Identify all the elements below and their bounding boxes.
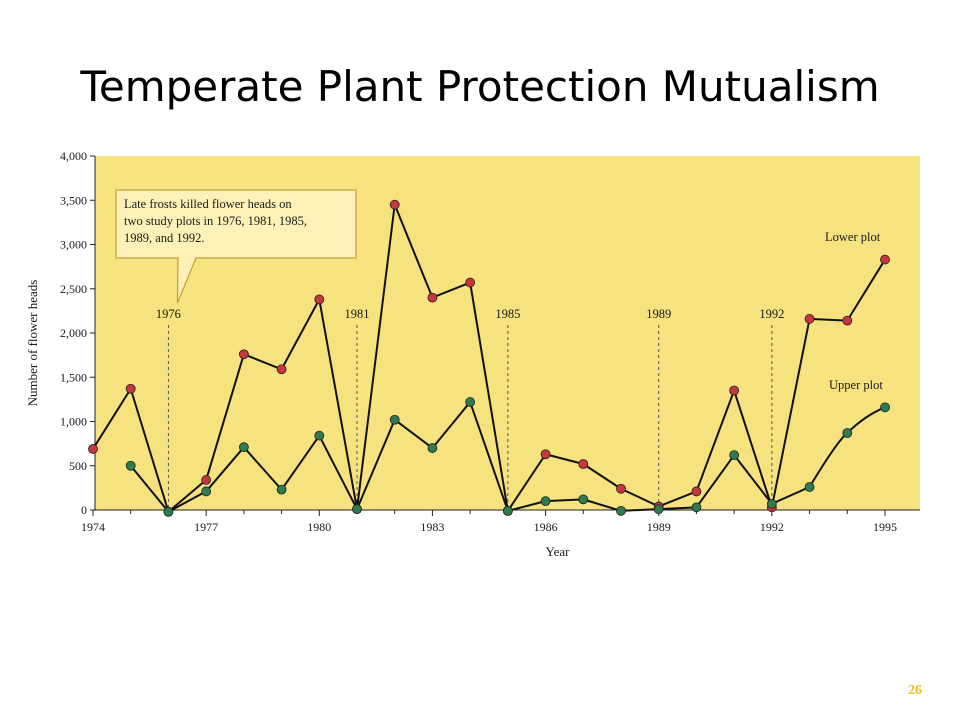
y-tick-label: 2,000 [60,326,87,340]
y-tick-label: 1,500 [60,370,87,384]
upper-plot-point [502,505,513,516]
frost-year-label: 1989 [646,307,671,321]
lower-plot-point [125,383,136,394]
x-tick-label: 1992 [760,520,784,534]
upper-plot-point [238,442,249,453]
lower-plot-point [804,313,815,324]
upper-plot-point [163,506,174,517]
upper-plot-point [125,460,136,471]
upper-plot-point [842,428,853,438]
upper-plot-point [352,504,362,515]
series-lines [92,203,886,513]
axes: 0 500 1,000 1,500 2,000 2,500 3,000 3,500 4,000 1… [25,149,920,559]
upper-plot-label: Upper plot [829,378,883,392]
callout-text-line: Late frosts killed flower heads on [124,197,292,211]
y-tick-label: 500 [69,459,87,473]
upper-plot-point [729,450,740,461]
y-tick-label: 2,500 [60,282,87,296]
lower-plot-point [314,294,325,305]
lower-plot-point [880,254,890,265]
y-tick-label: 3,500 [60,193,87,207]
x-tick-label: 1974 [81,520,105,534]
lower-plot-point [691,486,702,497]
lower-plot-point [88,444,98,454]
frost-year-label: 1992 [759,307,784,321]
frost-year-label: 1981 [345,307,370,321]
lower-plot-label: Lower plot [825,230,881,244]
frost-callout: Late frosts killed flower heads on two st… [115,189,357,304]
y-tick-label: 1,000 [60,415,87,429]
frost-year-markers: 1976 1981 1985 1989 1992 [156,307,784,510]
upper-plot-point [880,402,890,413]
lower-plot-point [276,364,287,375]
x-tick-label: 1995 [873,520,897,534]
x-axis-title: Year [546,544,571,559]
callout-text-line: two study plots in 1976, 1981, 1985, [124,214,307,228]
upper-plot-point [540,496,551,507]
series-labels: Lower plot Upper plot [825,230,883,392]
lower-plot-point [616,483,626,494]
x-tick-label: 1977 [194,520,218,534]
slide-title: Temperate Plant Protection Mutualism [80,62,880,111]
upper-plot-point [766,498,777,509]
lower-plot-point [238,349,249,360]
callout-pointer [176,257,197,304]
lower-plot-point [578,459,589,469]
lower-plot-point [729,385,740,396]
page-number: 26 [908,683,922,698]
lower-plot-point [842,315,853,326]
upper-plot-point [201,486,212,497]
upper-plot-line [129,401,886,513]
upper-plot-point [691,502,702,513]
x-tick-label: 1989 [647,520,671,534]
y-tick-label: 4,000 [60,149,87,163]
upper-plot-point [389,414,400,425]
x-tick-label: 1986 [534,520,558,534]
lower-plot-point [201,475,212,485]
upper-plot-point [465,397,476,407]
upper-plot-point [653,504,664,515]
lower-plot-line [92,203,886,513]
callout-text-line: 1989, and 1992. [124,231,205,245]
y-tick-label: 0 [81,503,87,517]
x-tick-label: 1983 [420,520,444,534]
upper-plot-point [616,505,626,516]
frost-year-label: 1985 [495,307,520,321]
series-points [88,199,890,517]
callout-box [115,189,357,259]
lower-plot-point [427,292,438,303]
y-tick-label: 3,000 [60,238,87,252]
frost-year-label: 1976 [156,307,181,321]
lower-plot-point [389,199,400,210]
upper-plot-point [427,443,438,453]
upper-plot-point [276,484,287,495]
y-axis-title: Number of flower heads [25,280,40,407]
x-tick-label: 1980 [307,520,331,534]
upper-plot-point [804,482,815,492]
upper-plot-point [578,494,589,505]
upper-plot-point [314,430,325,441]
lower-plot-point [465,277,476,288]
lower-plot-point [540,449,551,460]
